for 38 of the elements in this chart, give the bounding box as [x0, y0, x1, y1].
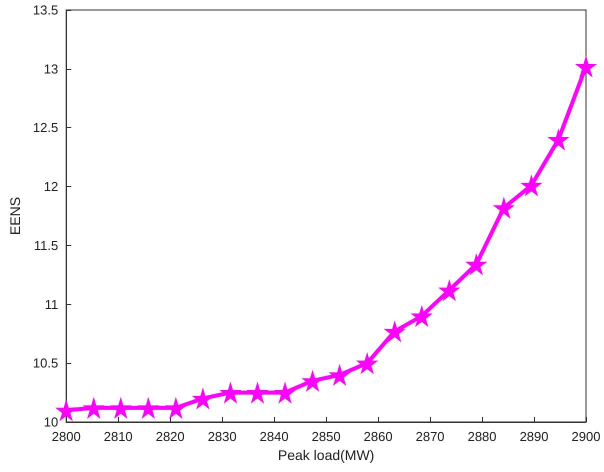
point	[219, 382, 242, 404]
point	[82, 396, 105, 419]
x-axis-title: Peak load(MW)	[278, 447, 374, 463]
point	[438, 279, 460, 302]
point	[384, 320, 406, 342]
y-tick-label: 11.5	[34, 238, 58, 253]
y-tick-label: 13	[44, 61, 58, 76]
point	[137, 396, 160, 419]
x-tick-label: 2870	[416, 429, 445, 444]
point	[520, 174, 542, 196]
y-tick-label: 11	[44, 296, 58, 312]
point	[328, 364, 351, 386]
point	[274, 382, 296, 404]
y-tick-label: 10	[44, 414, 58, 430]
point	[246, 382, 268, 404]
x-tick-label: 2800	[52, 429, 81, 444]
x-tick-label: 2820	[156, 429, 185, 444]
x-tick-label: 2900	[572, 429, 600, 444]
x-tick-label: 2860	[364, 429, 393, 444]
x-tick-label: 2810	[104, 429, 133, 444]
x-tick-label: 2880	[468, 429, 496, 444]
point	[465, 253, 488, 276]
y-tick-label: 13.5	[32, 2, 58, 18]
y-tick-label: 12	[44, 179, 58, 194]
point	[492, 196, 515, 219]
point	[164, 396, 187, 419]
x-tick-label: 2830	[208, 429, 237, 444]
point	[547, 128, 570, 150]
y-tick-label: 10.5	[32, 356, 58, 371]
point	[410, 305, 433, 328]
point	[356, 352, 378, 374]
point	[575, 56, 597, 78]
y-tick-label: 12.5	[32, 120, 58, 136]
x-tick-label: 2850	[312, 429, 341, 444]
x-tick-label: 2890	[520, 429, 548, 444]
x-tick-label: 2840	[260, 429, 289, 444]
point	[110, 396, 132, 419]
y-axis-title: EENS	[7, 196, 23, 236]
